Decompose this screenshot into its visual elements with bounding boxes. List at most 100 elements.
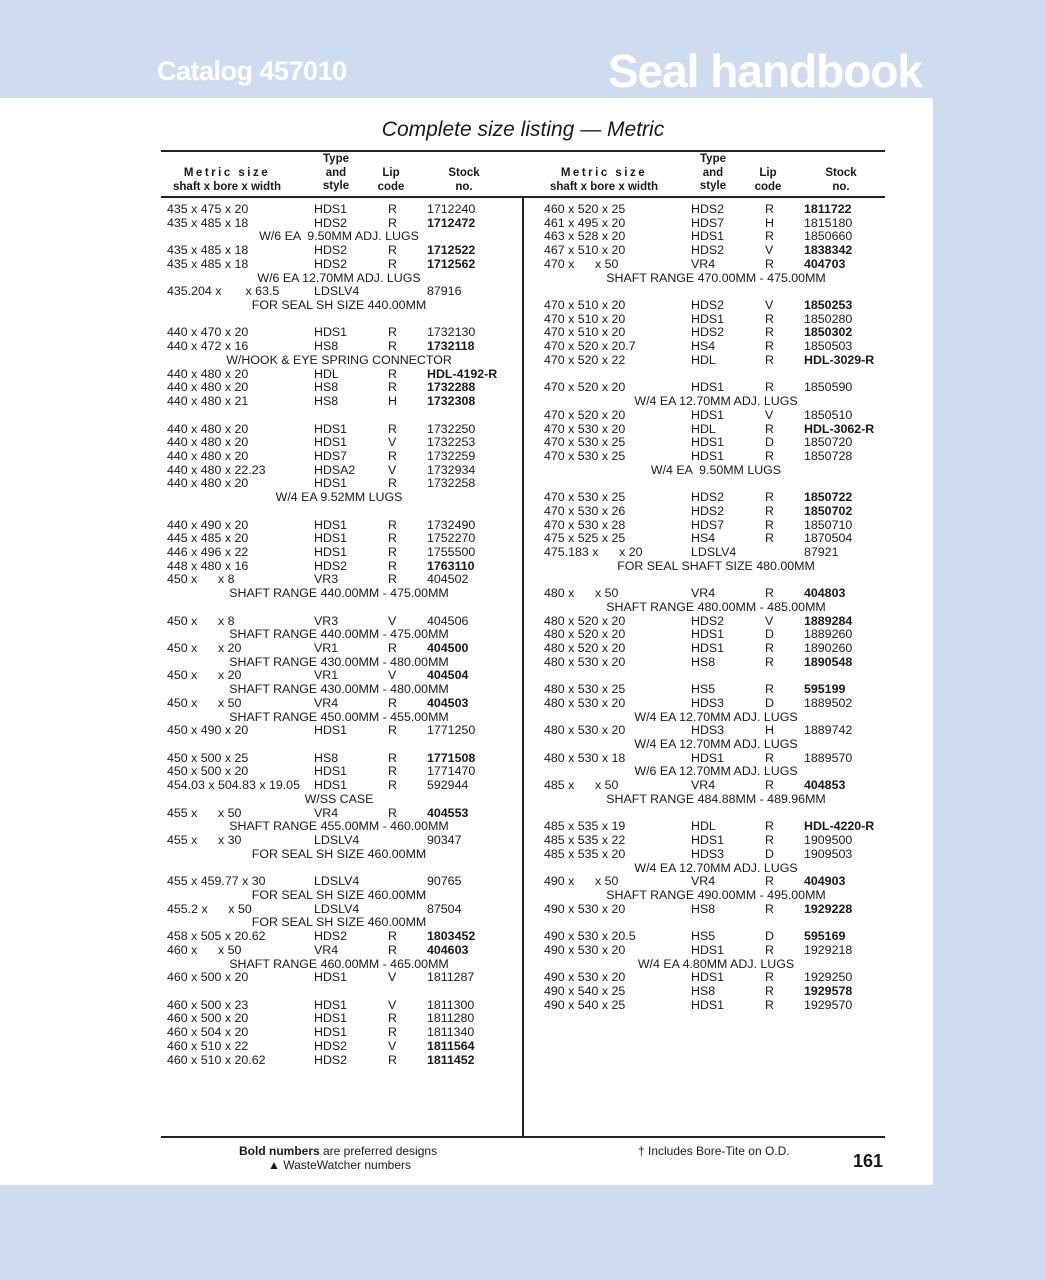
table-row: 480 x 530 x 20 HS8 R 1890548	[544, 654, 894, 670]
lip-cell: R	[388, 243, 397, 258]
type-cell: VR4	[691, 256, 716, 271]
type-cell: HS8	[691, 654, 716, 669]
row-note: SHAFT RANGE 430.00MM - 480.00MM	[229, 682, 449, 697]
stock-cell: 1732288	[427, 380, 476, 395]
type-cell: HDS2	[691, 490, 725, 505]
size-cell: 490 x 540 x 25	[544, 997, 626, 1012]
stock-cell: 1850590	[804, 380, 853, 395]
size-cell: 460 x 504 x 20	[167, 1025, 249, 1040]
lip-cell: R	[765, 448, 774, 463]
row-note: SHAFT RANGE 430.00MM - 480.00MM	[229, 654, 449, 669]
stock-cell: 1732490	[427, 517, 476, 532]
lip-cell: R	[765, 311, 774, 326]
type-cell: HS5	[691, 929, 716, 944]
type-cell: HDS2	[314, 215, 348, 230]
table-row: 490 x 530 x 20 HDS1 R 1929250	[544, 971, 894, 985]
type-cell: LDSLV4	[691, 544, 737, 559]
stock-cell: 1870504	[804, 531, 853, 546]
lip-cell: R	[388, 695, 397, 710]
lip-cell: R	[765, 942, 774, 957]
row-note: SHAFT RANGE 440.00MM - 475.00MM	[229, 627, 449, 642]
type-cell: HDS1	[314, 517, 348, 532]
size-cell: 490 x 530 x 20	[544, 901, 626, 916]
table-row: 470 x 520 x 20 HDS1 V 1850510	[544, 407, 894, 423]
size-cell: 455 x x 50	[167, 805, 242, 820]
lip-cell: R	[388, 517, 397, 532]
type-cell: HDS2	[314, 929, 348, 944]
size-cell: 440 x 480 x 20	[167, 380, 249, 395]
footer-boretite-note: † Includes Bore-Tite on O.D.	[638, 1144, 790, 1158]
size-cell: 480 x 520 x 20	[544, 613, 626, 628]
top-rule	[161, 150, 885, 152]
stock-cell: 1732253	[427, 435, 476, 450]
table-row: 448 x 480 x 16 HDS2 R 1763110	[167, 558, 517, 574]
type-cell: HDS2	[314, 558, 348, 573]
table-row: 450 x x 8 VR3 V 404506	[167, 614, 517, 629]
size-cell: 440 x 480 x 20	[167, 448, 249, 463]
lip-cell: R	[765, 202, 774, 216]
size-cell: 490 x 530 x 20	[544, 970, 626, 985]
spacer	[167, 985, 517, 999]
size-cell: 454.03 x 504.83 x 19.05	[167, 778, 300, 793]
lip-cell: V	[765, 407, 774, 422]
header-type: Type and style	[699, 153, 727, 192]
type-cell: VR4	[691, 874, 716, 889]
stock-cell: 1811340	[427, 1025, 475, 1040]
table-row: 460 x 504 x 20 HDS1 R 1811340	[167, 1025, 517, 1040]
stock-cell: 1850510	[804, 407, 853, 422]
header-stock: Stock no.	[448, 167, 480, 193]
size-cell: 435 x 485 x 18	[167, 256, 249, 271]
size-cell: 485 x 535 x 22	[544, 833, 626, 848]
stock-cell: 87921	[804, 544, 839, 559]
size-cell: 470 x 530 x 25	[544, 490, 626, 505]
stock-cell: 1889502	[804, 695, 853, 710]
row-note: W/4 EA 12.70MM ADJ. LUGS	[634, 860, 798, 875]
stock-cell: 1811452	[427, 1052, 475, 1067]
stock-cell: 1732130	[427, 325, 476, 340]
table-row: 440 x 490 x 20 HDS1 R 1732490	[167, 517, 517, 533]
size-cell: 470 x 530 x 20	[544, 421, 626, 436]
table-row: 470 x 510 x 20 HDS2 V 1850253	[544, 298, 894, 313]
stock-cell: 90347	[427, 833, 462, 848]
table-row: 480 x 520 x 20 HDS2 V 1889284	[544, 613, 894, 629]
table-row: 470 x 530 x 26 HDS2 R 1850702	[544, 503, 894, 519]
table-row: 435.204 x x 63.5 LDSLV4 87916	[167, 285, 517, 299]
lip-cell: R	[765, 325, 774, 340]
stock-cell: 1850710	[804, 517, 853, 532]
type-cell: HS8	[314, 750, 339, 765]
stock-cell: HDL-3029-R	[804, 352, 875, 367]
type-cell: HDS1	[314, 778, 348, 793]
stock-cell: 90765	[427, 874, 462, 889]
stock-cell: 404853	[804, 778, 846, 793]
type-cell: HS8	[314, 380, 339, 395]
lip-cell: R	[388, 942, 397, 957]
lip-cell: R	[388, 723, 397, 738]
spacer	[167, 862, 517, 876]
type-cell: HDS1	[691, 641, 725, 655]
type-cell: VR1	[314, 641, 339, 655]
size-cell: 480 x 520 x 20	[544, 641, 626, 655]
table-row: 460 x 500 x 20 HDS1 V 1811287	[167, 971, 517, 985]
table-row: 458 x 505 x 20.62 HDS2 R 1803452	[167, 929, 517, 944]
table-row: 440 x 472 x 16 HS8 R 1732118	[167, 339, 517, 354]
table-row: 463 x 528 x 20 HDS1 R 1850660	[544, 230, 894, 244]
stock-cell: 1771508	[427, 750, 476, 765]
table-row: 460 x 500 x 20 HDS1 R 1811280	[167, 1012, 517, 1026]
stock-cell: HDL-3062-R	[804, 421, 875, 436]
stock-cell: 1732258	[427, 476, 476, 491]
header-stock: Stock no.	[825, 167, 857, 193]
table-row: 455 x 459.77 x 30 LDSLV4 90765	[167, 874, 517, 889]
table-row: 480 x x 50 VR4 R 404803	[544, 586, 894, 601]
type-cell: HDS2	[691, 613, 725, 628]
table-row: 490 x x 50 VR4 R 404903	[544, 874, 894, 889]
lip-cell: R	[388, 531, 397, 546]
lip-cell: R	[388, 202, 397, 216]
spacer	[544, 573, 894, 587]
type-cell: HDS1	[314, 544, 348, 559]
size-cell: 470 x 530 x 26	[544, 503, 626, 518]
stock-cell: 404803	[804, 586, 846, 601]
stock-cell: 1909500	[804, 833, 853, 848]
stock-cell: 1811300	[427, 997, 475, 1012]
spacer	[167, 313, 517, 327]
stock-cell: 1909503	[804, 846, 853, 861]
